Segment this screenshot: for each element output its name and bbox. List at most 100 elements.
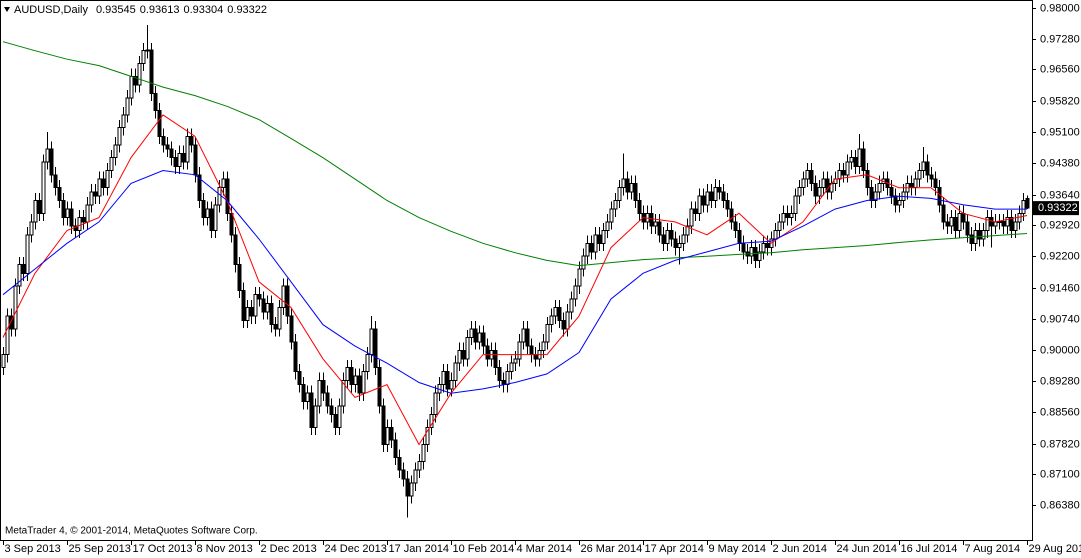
candle-body <box>677 242 682 249</box>
candle-body <box>45 148 50 163</box>
candle-body <box>877 182 882 193</box>
candle-body <box>585 242 590 257</box>
candle-body <box>569 298 574 313</box>
candle-body <box>41 161 46 214</box>
candle-body <box>433 392 438 416</box>
candle-body <box>257 294 262 300</box>
y-tick-label: 0.88560 <box>1040 406 1080 418</box>
x-tick-label: 3 Sep 2013 <box>5 543 61 555</box>
candle-body <box>297 371 302 386</box>
y-tick-label: 0.90740 <box>1040 313 1080 325</box>
candle-body <box>105 170 110 189</box>
candle-body <box>873 191 878 202</box>
y-tick-label: 0.94380 <box>1040 157 1080 169</box>
candle-body <box>301 384 306 403</box>
candle-body <box>37 200 42 214</box>
candle-body <box>521 328 526 343</box>
candle-body <box>249 307 254 317</box>
candle-body <box>693 208 698 214</box>
y-tick-label: 0.96560 <box>1040 63 1080 75</box>
candle-body <box>17 264 22 287</box>
x-tick-label: 2 Jun 2014 <box>773 543 827 555</box>
candle-body <box>825 178 830 193</box>
candle-body <box>425 426 430 446</box>
candle-body <box>605 221 610 231</box>
candle-body <box>101 178 106 189</box>
candle-body <box>549 315 554 326</box>
candle-body <box>589 242 594 253</box>
candle-body <box>801 178 806 189</box>
candle-body <box>369 328 374 356</box>
candle-body <box>349 366 354 386</box>
candle-body <box>293 341 298 373</box>
candle-body <box>469 328 474 339</box>
candle-body <box>921 161 926 172</box>
candle-body <box>505 371 510 386</box>
candle-body <box>869 187 874 202</box>
candle-body <box>737 229 742 244</box>
candle-body <box>917 170 922 180</box>
candle-body <box>461 349 466 360</box>
candle-body <box>989 217 994 227</box>
moving-average <box>2 169 1027 394</box>
y-tick-label: 0.91460 <box>1040 282 1080 294</box>
candle-body <box>541 341 546 351</box>
candle-body <box>317 379 322 407</box>
candle-body <box>69 208 74 227</box>
candle-body <box>381 405 386 446</box>
candle-body <box>577 268 582 287</box>
candle-body <box>765 242 770 249</box>
candle-body <box>201 200 206 219</box>
candle-body <box>837 170 842 180</box>
candle-body <box>269 302 274 326</box>
candle-body <box>181 152 186 163</box>
candle-body <box>173 157 178 167</box>
candle-body <box>477 332 482 343</box>
candle-body <box>341 379 346 407</box>
candle-body <box>81 217 86 223</box>
plot-frame <box>0 0 1033 541</box>
candle-body <box>1 354 6 368</box>
candle-body <box>617 187 622 202</box>
candle-body <box>449 379 454 390</box>
candle-body <box>909 182 914 189</box>
candle-body <box>29 221 34 236</box>
candle-body <box>177 152 182 167</box>
candle-body <box>213 204 218 231</box>
moving-average <box>2 114 1028 446</box>
candle-body <box>277 307 282 330</box>
title-arrow <box>4 7 10 12</box>
candle-body <box>573 285 578 300</box>
y-tick-label: 0.86380 <box>1040 499 1080 511</box>
candle-body <box>13 285 18 330</box>
x-tick-label: 24 Dec 2013 <box>325 543 387 555</box>
candle-body <box>941 204 946 223</box>
candle-body <box>273 324 278 330</box>
y-tick-label: 0.90000 <box>1040 344 1080 356</box>
candle-body <box>133 75 138 86</box>
candle-body <box>937 187 942 206</box>
x-tick-label: 24 Jun 2014 <box>837 543 898 555</box>
candle-body <box>65 208 70 219</box>
candle-body <box>185 135 190 163</box>
candle-body <box>865 170 870 189</box>
candle-body <box>709 191 714 202</box>
y-tick-label: 0.95100 <box>1040 126 1080 138</box>
candle-body <box>453 362 458 381</box>
candle-body <box>673 238 678 249</box>
candle-body <box>245 307 250 321</box>
footer: MetaTrader 4, © 2001-2014, MetaQuotes So… <box>5 526 258 537</box>
candle-body <box>241 289 246 321</box>
candle-body <box>313 405 318 428</box>
candle-body <box>657 221 662 236</box>
candle-body <box>757 251 762 261</box>
candle-body <box>717 187 722 193</box>
candle-body <box>217 187 222 206</box>
candle-body <box>485 345 490 360</box>
candle-body <box>357 375 362 394</box>
candle-body <box>109 157 114 172</box>
candle-body <box>141 50 146 65</box>
candle-body <box>953 217 958 231</box>
